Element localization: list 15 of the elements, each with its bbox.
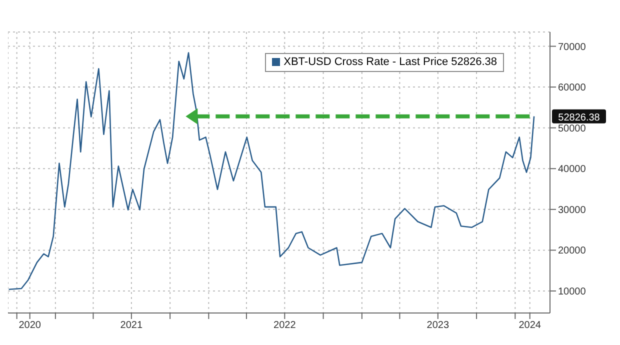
x-tick-label: 2021 — [120, 320, 143, 332]
x-tick-label: 2023 — [426, 320, 450, 332]
y-tick-label: 20000 — [558, 246, 586, 257]
y-tick-label: 30000 — [558, 204, 586, 216]
annotation: 52826.38 — [558, 112, 600, 124]
y-tick-label: 50000 — [558, 123, 586, 134]
legend-label: XBT-USD Cross Rate - Last Price 52826.38 — [282, 56, 497, 68]
y-tick-label: 40000 — [558, 164, 586, 176]
y-tick-label: 70000 — [558, 42, 586, 53]
x-tick-label: 2024 — [518, 320, 542, 332]
line-series — [8, 52, 535, 290]
y-tick-label: 10000 — [558, 286, 586, 298]
x-tick-label: 2022 — [274, 320, 296, 332]
x-tick-label: 2020 — [18, 320, 42, 332]
y-tick-label: 60000 — [558, 82, 586, 94]
